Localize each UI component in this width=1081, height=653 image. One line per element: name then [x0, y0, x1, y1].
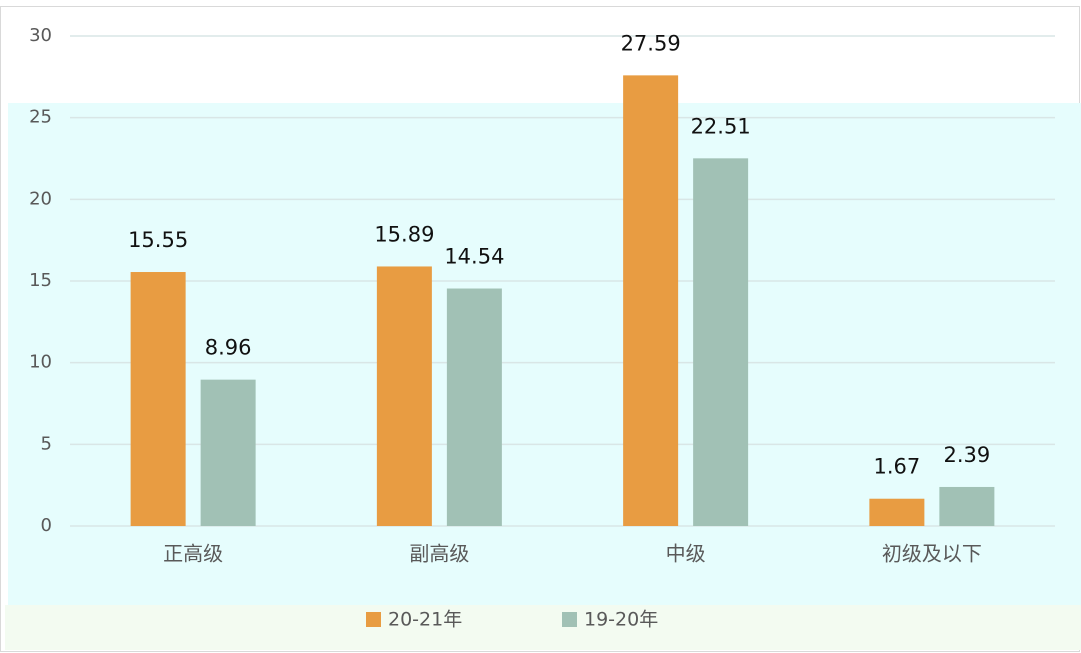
- x-tick-label: 初级及以下: [882, 542, 982, 566]
- data-label: 1.67: [873, 455, 920, 479]
- bar: [869, 498, 925, 526]
- x-tick-label: 中级: [666, 542, 706, 566]
- data-label: 14.54: [444, 245, 504, 269]
- bar: [693, 158, 749, 526]
- data-label: 22.51: [691, 114, 751, 138]
- bar: [200, 379, 256, 526]
- overlay-footer: [5, 605, 1081, 650]
- data-label: 8.96: [205, 336, 252, 360]
- bar: [446, 288, 502, 526]
- y-tick-label: 15: [29, 270, 52, 291]
- x-tick-label: 正高级: [163, 542, 223, 566]
- bar: [376, 266, 432, 526]
- x-tick-label: 副高级: [409, 542, 469, 566]
- legend-swatch: [562, 612, 577, 627]
- data-label: 15.55: [128, 228, 188, 252]
- legend-swatch: [366, 612, 381, 627]
- bar: [130, 272, 186, 526]
- legend-label: 20-21年: [388, 609, 462, 631]
- y-tick-label: 10: [29, 352, 52, 373]
- y-tick-label: 25: [29, 107, 52, 128]
- bar: [623, 75, 679, 526]
- data-label: 2.39: [943, 443, 990, 467]
- y-tick-label: 30: [29, 25, 52, 46]
- data-label: 15.89: [374, 222, 434, 246]
- legend-label: 19-20年: [584, 609, 658, 631]
- data-label: 27.59: [621, 31, 681, 55]
- y-tick-label: 20: [29, 188, 52, 209]
- bar: [939, 486, 995, 526]
- y-tick-label: 5: [41, 433, 52, 454]
- y-tick-label: 0: [41, 515, 52, 536]
